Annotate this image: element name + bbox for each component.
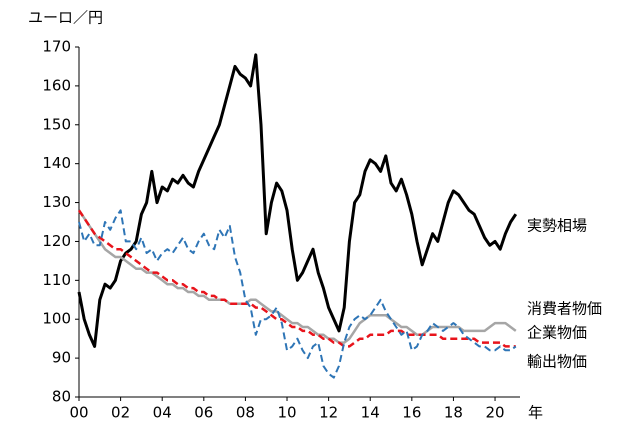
series-label: 実勢相場 <box>527 217 587 235</box>
x-tick-label: 12 <box>319 404 338 422</box>
series-label: 企業物価 <box>527 324 587 342</box>
y-axis-label: ユーロ／円 <box>28 9 103 27</box>
y-tick-label: 170 <box>42 38 71 56</box>
series-label: 消費者物価 <box>527 300 602 318</box>
x-tick-label: 16 <box>402 404 421 422</box>
series-line <box>78 209 517 379</box>
y-tick-label: 150 <box>42 115 71 133</box>
y-tick-label: 110 <box>42 271 71 289</box>
x-tick-label: 14 <box>361 404 380 422</box>
y-tick-label: 80 <box>52 388 71 406</box>
series-line <box>77 209 517 344</box>
x-tick-label: 00 <box>69 404 88 422</box>
x-tick-label: 02 <box>111 404 130 422</box>
y-tick-label: 130 <box>42 193 71 211</box>
x-tick-label: 04 <box>153 404 172 422</box>
series-line <box>77 53 518 348</box>
y-tick-label: 120 <box>42 232 71 250</box>
y-tick-label: 160 <box>42 76 71 94</box>
series-line <box>77 209 516 348</box>
x-tick-label: 08 <box>236 404 255 422</box>
y-tick-label: 90 <box>52 349 71 367</box>
y-tick-label: 100 <box>42 310 71 328</box>
y-tick-label: 140 <box>42 154 71 172</box>
x-tick-label: 06 <box>194 404 213 422</box>
x-tick-label: 10 <box>277 404 296 422</box>
x-axis-label: 年 <box>528 404 543 422</box>
x-tick-label: 18 <box>444 404 463 422</box>
series-label: 輸出物価 <box>527 353 587 371</box>
x-tick-label: 20 <box>485 404 504 422</box>
